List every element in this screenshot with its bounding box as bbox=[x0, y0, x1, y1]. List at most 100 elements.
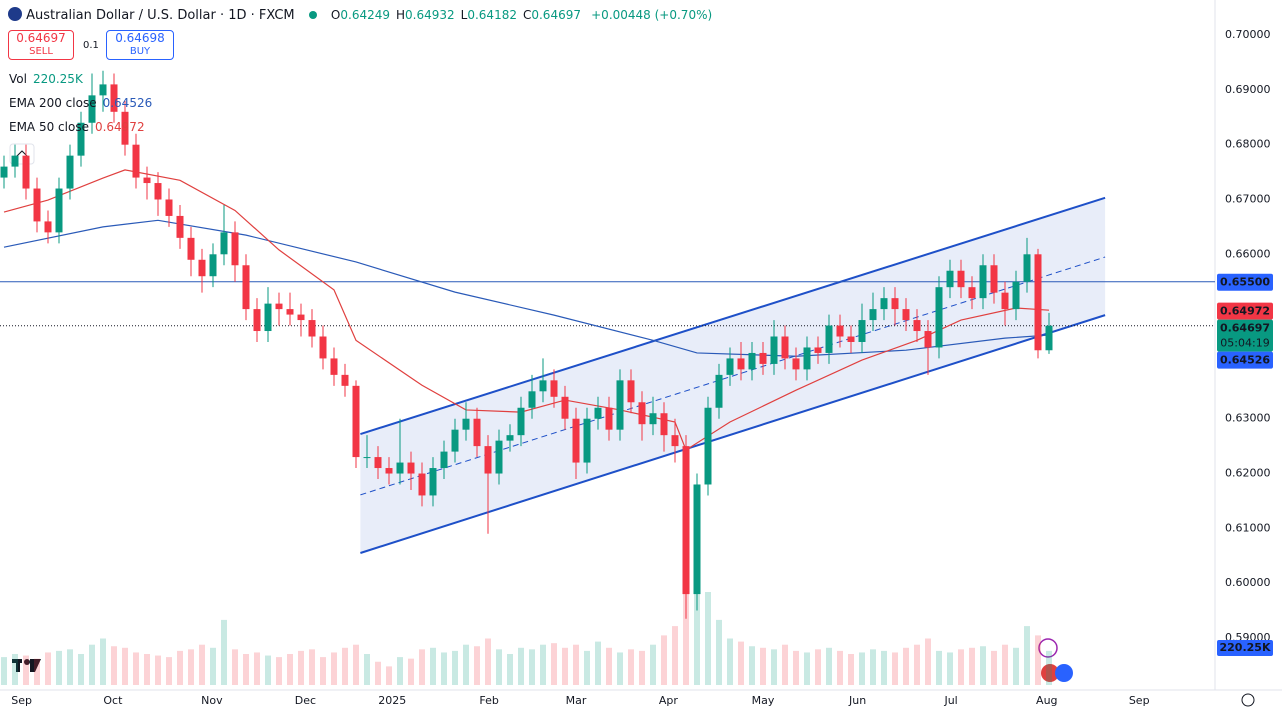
volume-bar bbox=[705, 592, 711, 685]
volume-bar bbox=[56, 650, 62, 685]
ohlc-value: 0.64249 bbox=[340, 8, 390, 22]
ohlc-key: H bbox=[396, 8, 406, 22]
volume-bar bbox=[540, 644, 546, 685]
volume-bar bbox=[166, 657, 172, 685]
volume-bar bbox=[45, 652, 51, 685]
volume-bar bbox=[23, 655, 29, 685]
candle-body bbox=[440, 451, 448, 469]
volume-bar bbox=[210, 647, 216, 685]
x-tick-label: Mar bbox=[566, 694, 587, 707]
volume-bar bbox=[309, 649, 315, 685]
event-icon[interactable] bbox=[1041, 664, 1059, 682]
event-icon[interactable] bbox=[1038, 638, 1058, 658]
candle-body bbox=[627, 380, 635, 403]
sell-button[interactable]: 0.64697 SELL bbox=[8, 30, 74, 60]
flag-icon bbox=[8, 7, 22, 21]
volume-bar bbox=[771, 649, 777, 685]
volume-bar bbox=[122, 647, 128, 685]
candle-body bbox=[550, 380, 558, 397]
volume-bar bbox=[342, 647, 348, 685]
price-badge bbox=[1217, 351, 1273, 369]
volume-bar bbox=[628, 649, 634, 685]
event-icon[interactable] bbox=[1055, 664, 1073, 682]
candle-body bbox=[1045, 325, 1053, 351]
volume-bar bbox=[474, 646, 480, 685]
volume-bar bbox=[991, 650, 997, 685]
volume-bar bbox=[1035, 635, 1041, 685]
candle-body bbox=[902, 309, 910, 321]
volume-bar bbox=[606, 647, 612, 685]
y-tick-label: 0.66000 bbox=[1225, 247, 1271, 260]
x-tick-label: Sep bbox=[11, 694, 32, 707]
volume-bar bbox=[375, 661, 381, 685]
y-tick-label: 0.68000 bbox=[1225, 138, 1271, 151]
volume-bar bbox=[947, 652, 953, 685]
volume-bar bbox=[815, 649, 821, 685]
legend-item: EMA 50 close 0.64972 bbox=[9, 120, 145, 134]
price-badge-label: 0.64972 bbox=[1220, 305, 1270, 318]
volume-bar bbox=[529, 649, 535, 685]
symbol-title: Australian Dollar / U.S. Dollar · 1D · F… bbox=[26, 8, 295, 23]
candle-body bbox=[22, 155, 30, 189]
volume-bar bbox=[848, 654, 854, 685]
volume-bar bbox=[958, 649, 964, 685]
channel-lower bbox=[360, 314, 1106, 554]
volume-bar bbox=[397, 657, 403, 685]
price-badge bbox=[1217, 302, 1273, 320]
x-tick-label: Jul bbox=[943, 694, 957, 707]
volume-bar bbox=[419, 649, 425, 685]
volume-bar bbox=[320, 657, 326, 685]
candle-body bbox=[946, 270, 954, 288]
y-tick-label: 0.61000 bbox=[1225, 521, 1271, 534]
legend-name: Vol bbox=[9, 72, 27, 86]
y-tick-label: 0.62000 bbox=[1225, 467, 1271, 480]
candle-body bbox=[715, 374, 723, 408]
candle-body bbox=[0, 166, 8, 178]
candle-body bbox=[374, 457, 382, 469]
volume-bar bbox=[133, 652, 139, 685]
header: Australian Dollar / U.S. Dollar · 1D · F… bbox=[8, 7, 712, 23]
volume-bar bbox=[716, 619, 722, 685]
channel-upper bbox=[360, 196, 1106, 436]
candle-body bbox=[33, 188, 41, 222]
volume-bar bbox=[837, 650, 843, 685]
candle-body bbox=[913, 320, 921, 332]
volume-bar bbox=[518, 647, 524, 685]
candle-body bbox=[638, 402, 646, 425]
candle-body bbox=[77, 122, 85, 156]
candle-body bbox=[506, 435, 514, 441]
legend-name: EMA 200 close bbox=[9, 96, 97, 110]
buy-label: BUY bbox=[129, 46, 151, 57]
volume-bar bbox=[265, 655, 271, 685]
candle-body bbox=[407, 462, 415, 474]
candle-body bbox=[286, 309, 294, 315]
candle-body bbox=[264, 303, 272, 332]
candle-body bbox=[594, 407, 602, 419]
volume-bar bbox=[980, 646, 986, 685]
candle-body bbox=[528, 391, 536, 408]
volume-bar bbox=[111, 646, 117, 685]
ema-line bbox=[3, 219, 1050, 357]
candle-body bbox=[198, 259, 206, 277]
volume-bar bbox=[562, 647, 568, 685]
candle-body bbox=[759, 352, 767, 364]
ohlc-key: C bbox=[522, 8, 532, 22]
ohlc: O0.64249 H0.64932 L0.64182 C0.64697 bbox=[331, 8, 587, 22]
volume-bar bbox=[672, 626, 678, 685]
volume-bar bbox=[551, 643, 557, 685]
volume-bar bbox=[331, 652, 337, 685]
candle-body bbox=[319, 336, 327, 359]
price-badge-label: 0.65500 bbox=[1220, 276, 1270, 289]
x-tick-label: Feb bbox=[479, 694, 498, 707]
x-tick-label: Sep bbox=[1129, 694, 1150, 707]
plot bbox=[0, 70, 1215, 685]
candle-body bbox=[121, 111, 129, 145]
candle-body bbox=[11, 155, 19, 167]
candle-body bbox=[176, 215, 184, 238]
buy-button[interactable]: 0.64698 BUY bbox=[106, 30, 174, 60]
legend-item: EMA 200 close 0.64526 bbox=[9, 96, 152, 110]
volume-bar bbox=[683, 564, 689, 685]
volume-bar bbox=[749, 646, 755, 685]
settings-icon[interactable] bbox=[1241, 693, 1255, 707]
